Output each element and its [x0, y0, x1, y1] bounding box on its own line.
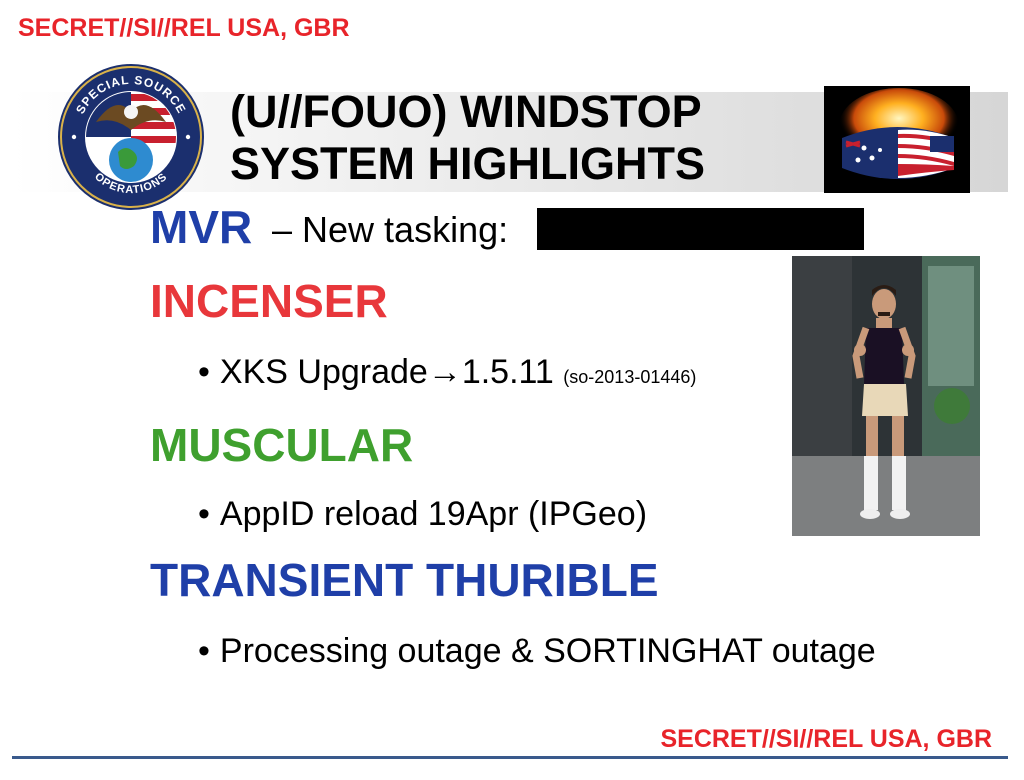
flag-bracelet-image-icon — [824, 86, 970, 193]
heading-incenser: INCENSER — [150, 275, 388, 327]
arrow-right-icon: → — [427, 353, 462, 391]
incenser-reference: (so-2013-01446) — [563, 367, 697, 387]
heading-transient-thurible: TRANSIENT THURIBLE — [150, 554, 659, 606]
transient-bullet: • Processing outage & SORTINGHAT outage — [198, 632, 876, 671]
bullet-glyph: • — [198, 353, 210, 391]
bullet-glyph: • — [198, 632, 210, 670]
photo-man-in-swimwear-icon — [792, 256, 980, 536]
title-line-2: SYSTEM HIGHLIGHTS — [230, 138, 706, 189]
incenser-version: 1.5.11 — [461, 353, 554, 391]
incenser-bullet-text: XKS Upgrade — [219, 353, 428, 391]
incenser-bullet: • XKS Upgrade→1.5.11 (so-2013-01446) — [198, 353, 696, 392]
slide-title: (U//FOUO) WINDSTOP SYSTEM HIGHLIGHTS — [230, 86, 810, 190]
title-line-1: (U//FOUO) WINDSTOP — [230, 86, 702, 137]
classification-banner-bottom: SECRET//SI//REL USA, GBR — [660, 725, 992, 753]
heading-muscular: MUSCULAR — [150, 419, 414, 471]
classification-banner-top: SECRET//SI//REL USA, GBR — [18, 14, 350, 42]
muscular-bullet-text: AppID reload 19Apr (IPGeo) — [219, 495, 648, 533]
redaction-bar — [537, 208, 864, 250]
bullet-glyph: • — [198, 495, 210, 533]
seal-logo-icon: SPECIAL SOURCE OPERATIONS — [58, 64, 204, 210]
heading-mvr: MVR — [150, 201, 253, 253]
muscular-bullet: • AppID reload 19Apr (IPGeo) — [198, 495, 647, 534]
transient-bullet-text: Processing outage & SORTINGHAT outage — [219, 632, 876, 670]
mvr-new-tasking-text: – New tasking: — [272, 209, 509, 250]
footer-rule — [12, 756, 1008, 759]
